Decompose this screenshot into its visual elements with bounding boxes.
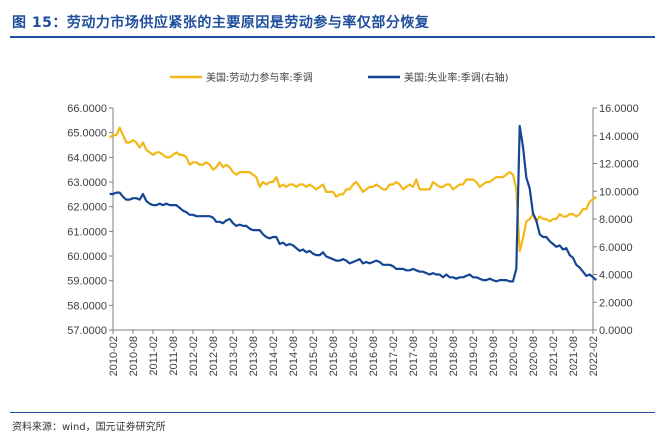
x-tick-label: 2012-08 xyxy=(208,336,220,376)
x-tick-label: 2012-02 xyxy=(188,336,200,376)
y-left-tick-label: 66.0000 xyxy=(67,103,107,115)
x-tick-label: 2010-02 xyxy=(108,336,120,376)
y-right-tick-label: 6.0000 xyxy=(599,242,633,254)
x-tick-label: 2014-08 xyxy=(288,336,300,376)
title-rule xyxy=(10,36,655,38)
y-left-tick-label: 57.0000 xyxy=(67,325,107,337)
x-tick-label: 2015-08 xyxy=(328,336,340,376)
x-tick-label: 2018-08 xyxy=(448,336,460,376)
x-tick-label: 2015-02 xyxy=(308,336,320,376)
y-left-tick-label: 64.0000 xyxy=(67,152,107,164)
x-tick-label: 2018-02 xyxy=(428,336,440,376)
y-left-tick-label: 62.0000 xyxy=(67,202,107,214)
legend-label-2: 美国:失业率:季调(右轴) xyxy=(404,71,509,84)
x-tick-label: 2022-02 xyxy=(588,336,600,376)
x-tick-label: 2017-08 xyxy=(408,336,420,376)
y-right-tick-label: 12.0000 xyxy=(599,159,639,171)
y-left-tick-label: 63.0000 xyxy=(67,177,107,189)
y-right-tick-label: 16.0000 xyxy=(599,103,639,115)
y-left-tick-label: 59.0000 xyxy=(67,276,107,288)
x-tick-label: 2020-08 xyxy=(528,336,540,376)
legend-label-1: 美国:劳动力参与率:季调 xyxy=(206,71,313,84)
y-right-tick-label: 4.0000 xyxy=(599,270,633,282)
x-tick-label: 2021-08 xyxy=(568,336,580,376)
series-layer xyxy=(109,124,598,283)
axes: 57.0000 58.0000 59.0000 60.0000 61.0000 62.00… xyxy=(67,103,639,376)
x-tick-label: 2016-02 xyxy=(348,336,360,376)
line-chart: 美国:劳动力参与率:季调 美国:失业率:季调(右轴) 57.0000 58.0000… xyxy=(67,71,639,376)
x-tick-label: 2016-08 xyxy=(368,336,380,376)
y-right-tick-label: 2.0000 xyxy=(599,297,633,309)
x-tick-label: 2013-08 xyxy=(248,336,260,376)
footer-rule xyxy=(10,412,655,413)
x-tick-label: 2013-02 xyxy=(228,336,240,376)
x-tick-label: 2021-02 xyxy=(548,336,560,376)
source-note: 资料来源：wind，国元证券研究所 xyxy=(12,422,166,433)
participation-rate-line xyxy=(109,126,597,253)
y-left-tick-label: 60.0000 xyxy=(67,251,107,263)
y-right-tick-label: 8.0000 xyxy=(599,214,633,226)
x-tick-label: 2019-08 xyxy=(488,336,500,376)
x-tick-label: 2019-02 xyxy=(468,336,480,376)
x-tick-label: 2011-02 xyxy=(148,336,160,376)
legend: 美国:劳动力参与率:季调 美国:失业率:季调(右轴) xyxy=(170,71,509,84)
unemployment-rate-line xyxy=(109,124,598,283)
y-right-tick-label: 0.0000 xyxy=(599,325,633,337)
y-left-tick-label: 58.0000 xyxy=(67,300,107,312)
y-left-tick-label: 61.0000 xyxy=(67,226,107,238)
y-right-tick-label: 10.0000 xyxy=(599,186,639,198)
y-right-tick-label: 14.0000 xyxy=(599,131,639,143)
x-tick-label: 2011-08 xyxy=(168,336,180,376)
x-tick-label: 2014-02 xyxy=(268,336,280,376)
y-left-tick-label: 65.0000 xyxy=(67,128,107,140)
x-tick-label: 2020-02 xyxy=(508,336,520,376)
figure-title: 图 15：劳动力市场供应紧张的主要原因是劳动参与率仅部分恢复 xyxy=(12,15,430,31)
x-tick-label: 2017-02 xyxy=(388,336,400,376)
x-tick-label: 2010-08 xyxy=(128,336,140,376)
